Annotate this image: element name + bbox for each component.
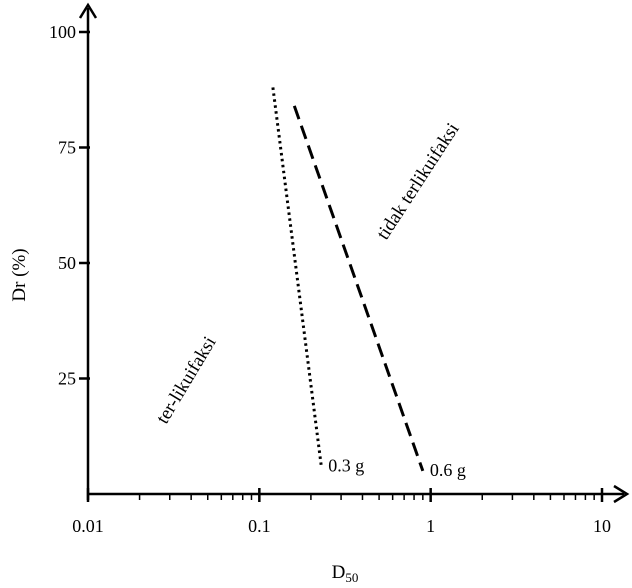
y-tick-label: 25 <box>58 369 76 389</box>
series-group <box>271 87 425 472</box>
y-tick-label: 50 <box>58 253 76 273</box>
x-tick-label: 0.1 <box>248 516 271 536</box>
annotation-tidak-terlikuifaksi: tidak terlikuifaksi <box>373 119 464 243</box>
x-axis-label: D50 <box>332 562 359 585</box>
y-tick-label: 100 <box>49 22 76 42</box>
y-tick-label: 75 <box>58 138 76 158</box>
annotation-ter-likuifaksi: ter-likuifaksi <box>152 333 220 428</box>
series-line-2 <box>292 105 425 472</box>
series-label-1: 0.3 g <box>328 455 364 475</box>
x-axis-label-subscript: 50 <box>345 570 358 585</box>
axes <box>78 2 630 504</box>
y-axis-arrow <box>78 2 98 19</box>
x-axis-arrow <box>613 484 630 504</box>
series-line-1 <box>271 87 323 467</box>
x-tick-label: 10 <box>593 516 611 536</box>
ticks: 0.01 0.1 1 10 25 50 75 100 <box>49 22 611 536</box>
x-tick-label: 0.01 <box>72 516 104 536</box>
x-tick-label: 1 <box>426 516 435 536</box>
series-label-2: 0.6 g <box>430 460 466 480</box>
y-axis-label: Dr (%) <box>9 248 30 301</box>
